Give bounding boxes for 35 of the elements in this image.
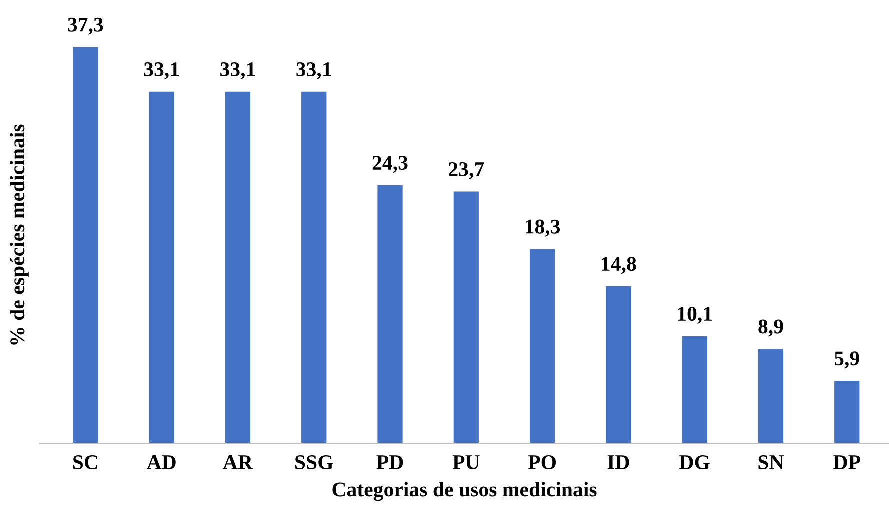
data-label: 14,8: [602, 257, 636, 274]
x-tick-label: SN: [758, 456, 784, 470]
bar: [834, 381, 860, 444]
data-label: 33,1: [220, 62, 256, 80]
data-label: 8,9: [758, 320, 784, 337]
data-label: 23,7: [449, 162, 484, 180]
x-tick-label: DG: [680, 456, 710, 470]
data-label: 24,3: [372, 156, 408, 174]
bar: [73, 47, 98, 444]
x-tick-label: SC: [73, 456, 98, 470]
bar: [149, 92, 174, 444]
bar: [758, 349, 784, 444]
bar: [302, 92, 327, 444]
x-axis-title: Categorias de usos medicinais: [332, 482, 597, 502]
y-axis-title: % de espécies medicinais: [10, 124, 29, 345]
data-label: 5,9: [834, 352, 860, 369]
x-tick-label: ID: [608, 456, 630, 470]
x-tick-label: SSG: [296, 456, 334, 470]
data-label: 18,3: [526, 220, 560, 237]
data-label: 33,1: [144, 62, 179, 80]
bar: [530, 249, 556, 444]
bar: [454, 192, 479, 444]
bar: [606, 286, 632, 444]
x-tick-label: PO: [528, 456, 556, 470]
bar: [225, 92, 251, 444]
x-tick-label: AD: [146, 456, 176, 470]
x-tick-label: PD: [376, 456, 404, 470]
bar: [378, 185, 403, 444]
data-label: 33,1: [296, 62, 332, 80]
x-tick-label: PU: [452, 456, 480, 470]
x-tick-label: AR: [223, 456, 254, 470]
bar: [682, 336, 708, 444]
data-label: 37,3: [68, 18, 104, 35]
data-label: 10,1: [678, 306, 712, 324]
x-tick-label: DP: [834, 456, 860, 470]
